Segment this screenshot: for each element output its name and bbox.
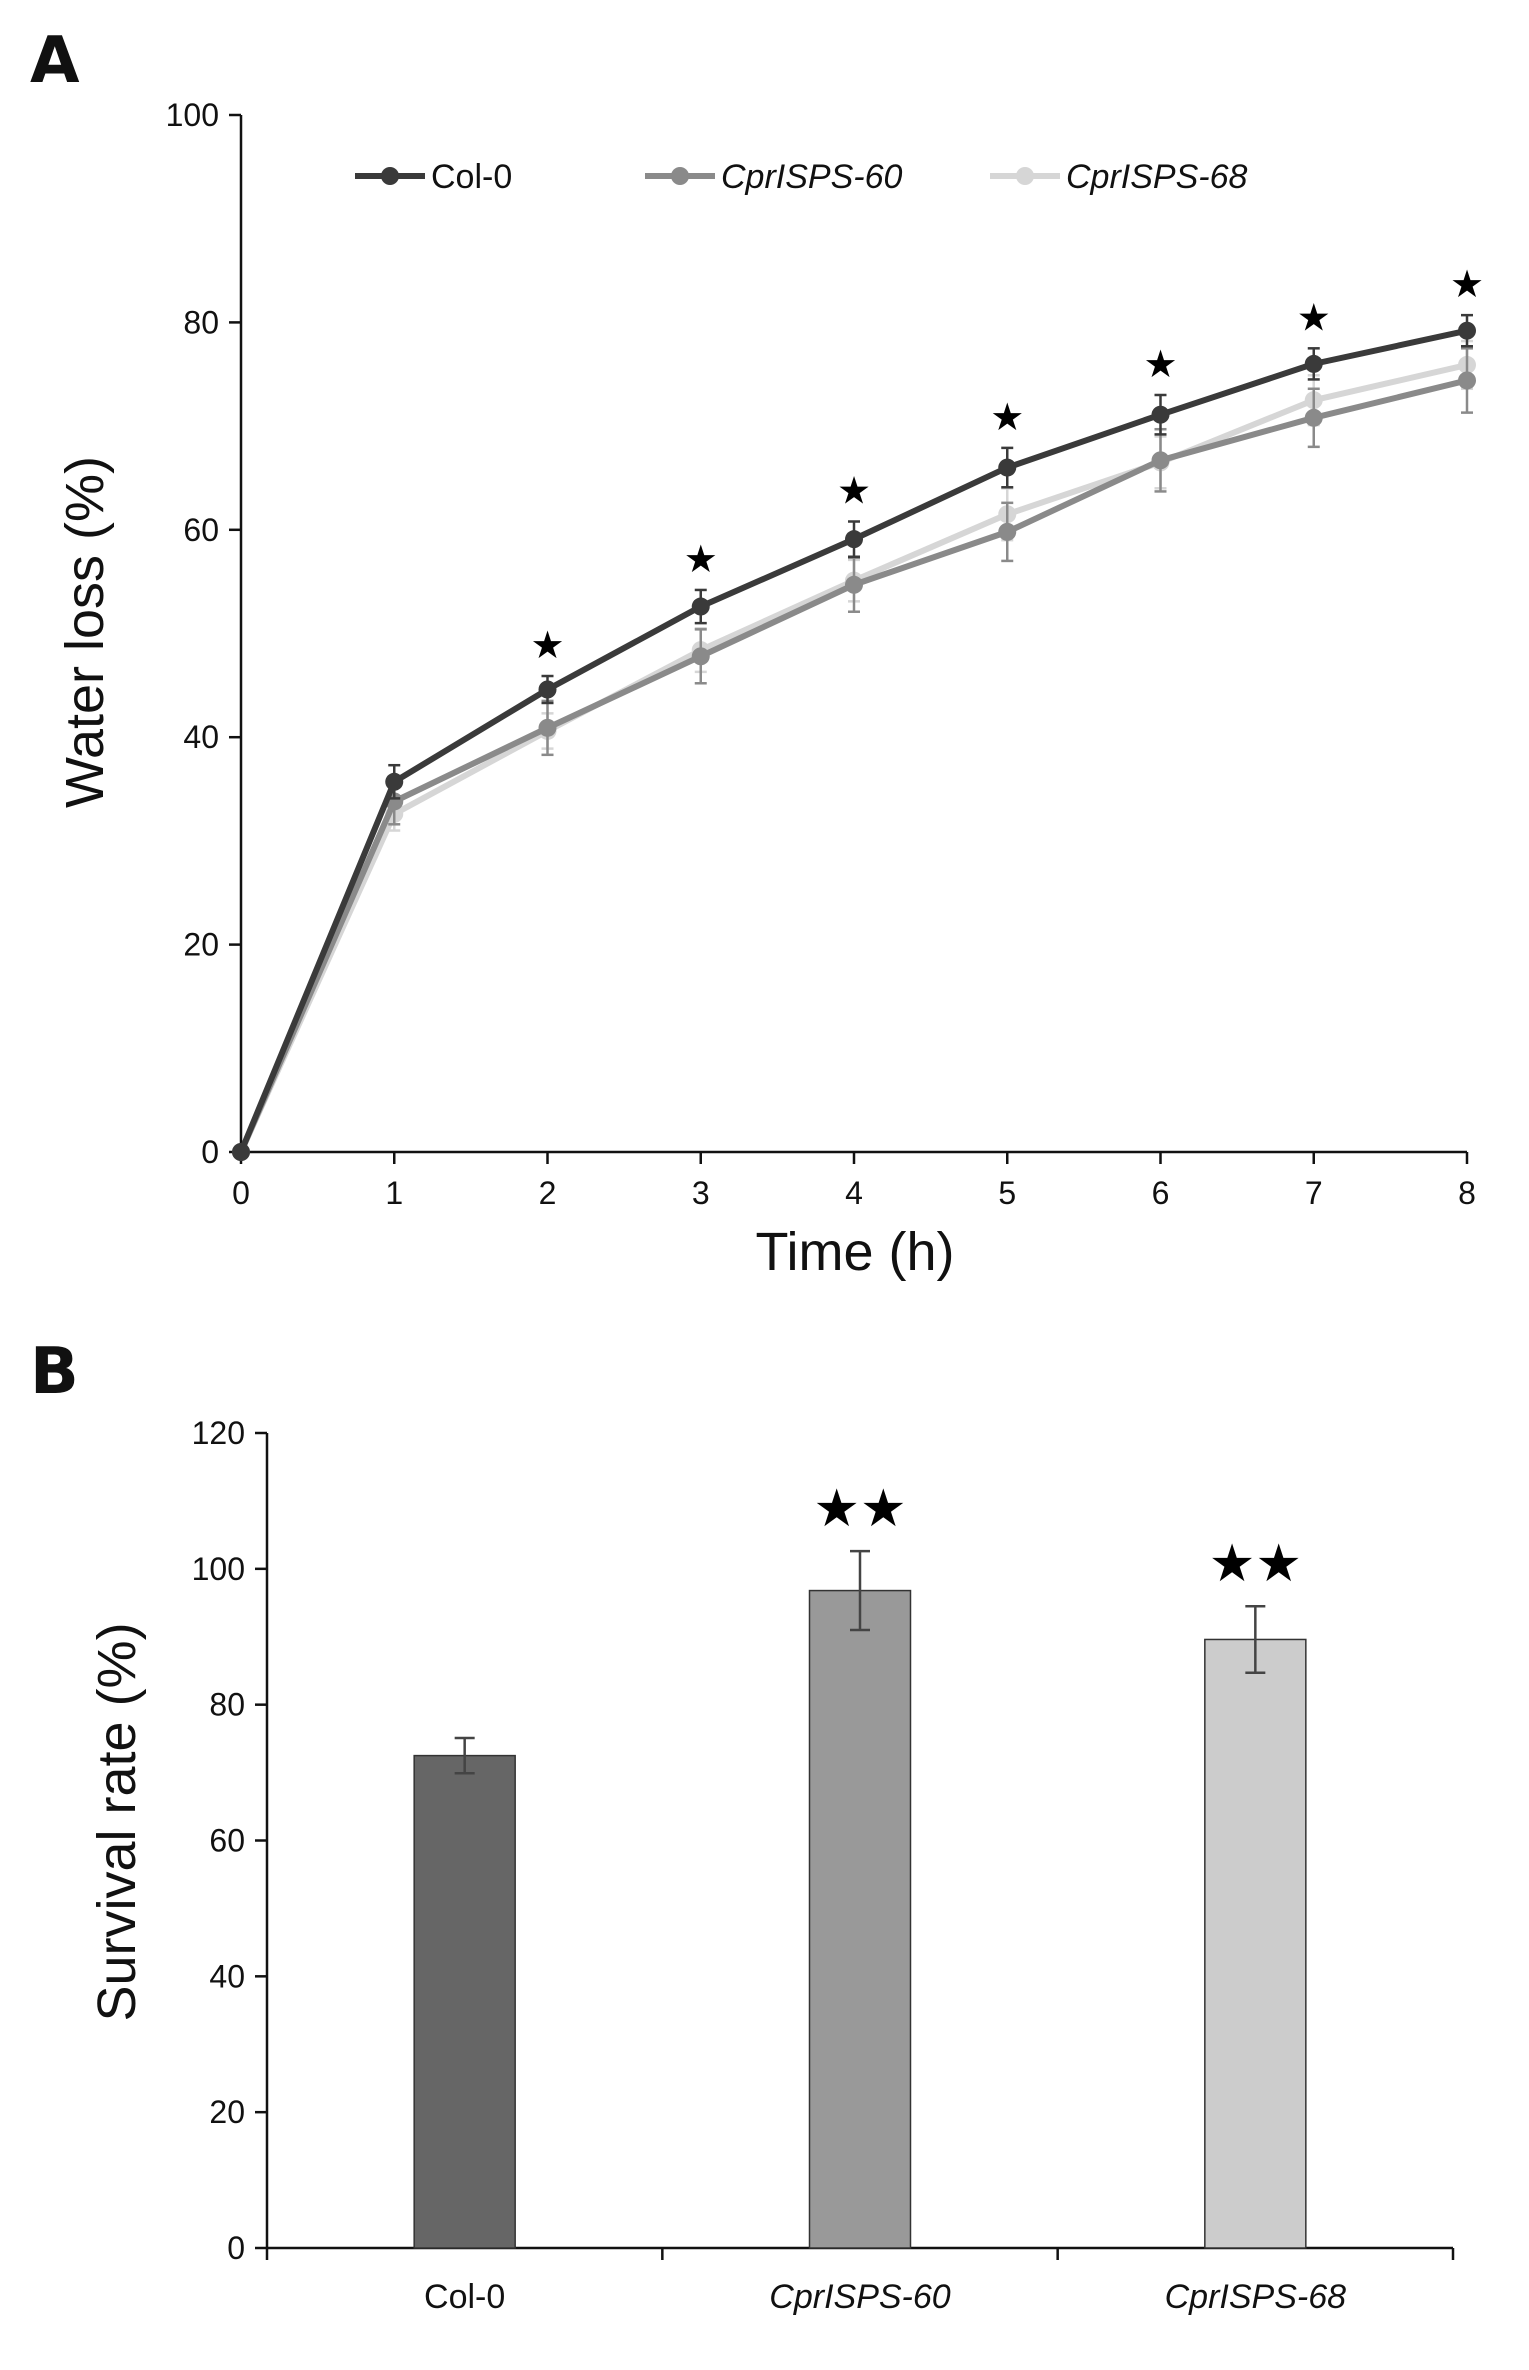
panel-a-x-tick-label: 3 (692, 1175, 710, 1211)
data-point (691, 647, 710, 666)
data-point (1458, 371, 1476, 390)
panel-a-x-tick-label: 2 (539, 1175, 557, 1211)
bar-group-col-0: Col-0 (413, 1736, 516, 2316)
significance-stars: ★★ (813, 1479, 906, 1539)
panel-a-x-axis-title: Time (h) (756, 1222, 955, 1282)
category-label: CprISPS-60 (769, 2278, 950, 2316)
legend-label: Col-0 (431, 158, 512, 196)
panel-a-y-tick-label: 40 (183, 719, 219, 755)
legend-marker (381, 167, 399, 185)
panel-a-x-tick-label: 4 (845, 1175, 863, 1211)
data-point (845, 575, 863, 594)
panel-b-y-axis-title: Survival rate (%) (87, 1622, 147, 2021)
category-label: CprISPS-68 (1165, 2278, 1346, 2316)
series-col-0 (232, 313, 1476, 1161)
panel-a-x-tick-label: 7 (1305, 1175, 1323, 1211)
survival-rate-bar-chart: 0 20 40 60 80 100 120 Survival rate (%) Col-0 ★… (87, 1415, 1455, 2316)
panel-b-y-tick-label: 40 (209, 1958, 245, 1994)
legend-label: CprISPS-60 (721, 158, 902, 196)
legend-label: CprISPS-68 (1066, 158, 1247, 196)
bar-group-cprisps-68: ★★ CprISPS-68 (1165, 1534, 1346, 2316)
legend-marker (671, 167, 689, 185)
data-point (1304, 354, 1323, 373)
panel-b-y-tick-label: 20 (209, 2094, 245, 2130)
data-point (1151, 405, 1170, 424)
significance-star: ★ (684, 537, 718, 581)
legend-item: CprISPS-68 (990, 158, 1247, 196)
significance-stars: ★★ (1209, 1534, 1302, 1594)
data-point (538, 680, 557, 699)
data-point (845, 530, 863, 549)
panel-b-y-tick-label: 0 (227, 2230, 245, 2266)
data-point (385, 772, 404, 791)
bar (413, 1754, 516, 2249)
bar-group-cprisps-60: ★★ CprISPS-60 (769, 1479, 950, 2316)
significance-star: ★ (530, 623, 564, 667)
data-point (691, 597, 710, 616)
panel-a-y-tick-label: 80 (183, 304, 219, 340)
panel-a-x-tick-label: 8 (1458, 1175, 1476, 1211)
significance-star: ★ (1450, 262, 1484, 306)
legend-item: Col-0 (355, 158, 512, 196)
panel-b-y-tick-label: 60 (209, 1823, 245, 1859)
legend-marker (1016, 167, 1034, 185)
data-point (538, 718, 557, 737)
data-point (232, 1143, 250, 1161)
panel-a-y-tick-label: 20 (183, 927, 219, 963)
data-point (1304, 408, 1323, 427)
panel-a-y-tick-label: 60 (183, 512, 219, 548)
significance-star: ★ (1143, 342, 1177, 386)
water-loss-line-chart: 0 20 40 60 80 100 0 1 2 3 4 5 6 7 8 Water loss (%) Ti… (55, 97, 1484, 1282)
data-point (1151, 451, 1170, 470)
data-point (998, 522, 1017, 541)
bar (1204, 1638, 1307, 2249)
bar (808, 1589, 912, 2249)
panel-a-label: A (30, 24, 80, 98)
data-point (1458, 321, 1476, 340)
panel-a-x-tick-label: 5 (998, 1175, 1016, 1211)
series-line (238, 327, 1468, 1154)
panel-a-y-tick-label: 0 (201, 1134, 219, 1170)
significance-star: ★ (1297, 295, 1331, 339)
panel-a-x-tick-label: 0 (232, 1175, 250, 1211)
significance-star: ★ (837, 469, 871, 513)
panel-b-y-tick-label: 100 (192, 1551, 245, 1587)
category-label: Col-0 (424, 2278, 505, 2316)
panel-a-y-axis-title: Water loss (%) (55, 456, 115, 808)
data-point (998, 458, 1017, 477)
panel-a-x-tick-label: 1 (385, 1175, 403, 1211)
panel-b-y-tick-label: 120 (192, 1415, 245, 1451)
panel-b-label: B (30, 1335, 79, 1409)
panel-a-y-tick-label: 100 (166, 97, 219, 133)
panel-b-y-tick-label: 80 (209, 1687, 245, 1723)
legend-item: CprISPS-60 (645, 158, 902, 196)
series-cprisps-68 (232, 339, 1476, 1161)
panel-a-x-tick-label: 6 (1152, 1175, 1170, 1211)
significance-star: ★ (990, 395, 1024, 439)
